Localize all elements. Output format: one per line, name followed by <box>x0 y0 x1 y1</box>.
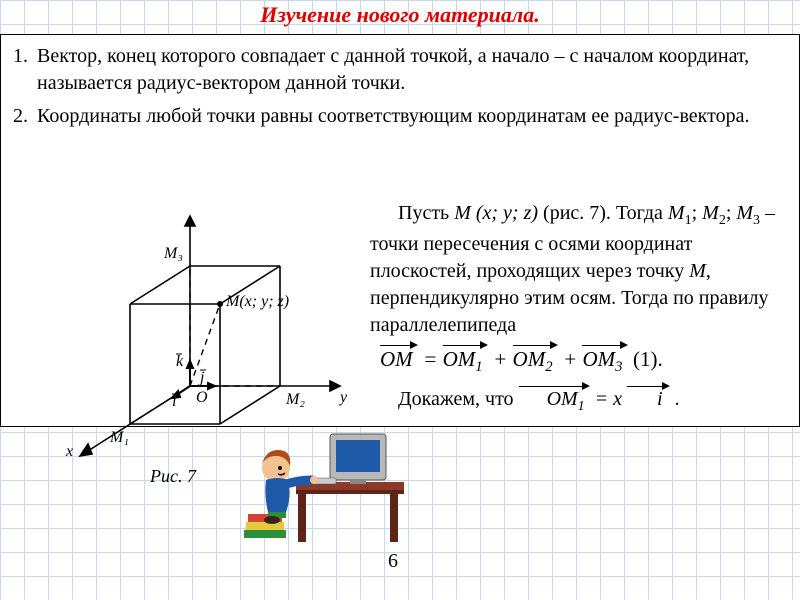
label-M3: M₃ <box>163 245 183 262</box>
label-O: O <box>196 389 208 406</box>
right-text: Пусть M (x; y; z) (рис. 7). Тогда M1; M2… <box>370 200 790 423</box>
item-number: 2. <box>13 103 37 130</box>
cartoon-illustration <box>238 420 408 550</box>
list-item: 1. Вектор, конец которого совпадает с да… <box>13 43 787 97</box>
paragraph: Пусть M (x; y; z) (рис. 7). Тогда M1; M2… <box>370 200 790 339</box>
label-k: k <box>176 353 184 370</box>
header-title: Изучение нового материала. <box>260 2 539 27</box>
label-y: y <box>338 389 348 406</box>
label-M1: M₁ <box>109 429 129 446</box>
page-number: 6 <box>388 550 398 573</box>
equation: OM = OM1 + OM2 + OM3 (1). <box>370 345 790 378</box>
item-number: 1. <box>13 43 37 97</box>
list-item: 2. Координаты любой точки равны соответс… <box>13 103 787 130</box>
paragraph: Докажем, что OM1 = x i . <box>370 386 790 417</box>
label-x: x <box>65 443 73 460</box>
item-text: Координаты любой точки равны соответству… <box>37 103 749 130</box>
page-header: Изучение нового материала. <box>0 2 800 28</box>
label-j: j <box>198 369 205 386</box>
item-text: Вектор, конец которого совпадает с данно… <box>37 43 787 97</box>
label-i: i <box>172 393 176 410</box>
figure-caption: Рис. 7 <box>150 466 196 487</box>
label-M: M(x; y; z) <box>225 293 289 310</box>
label-M2: M₂ <box>285 391 305 408</box>
